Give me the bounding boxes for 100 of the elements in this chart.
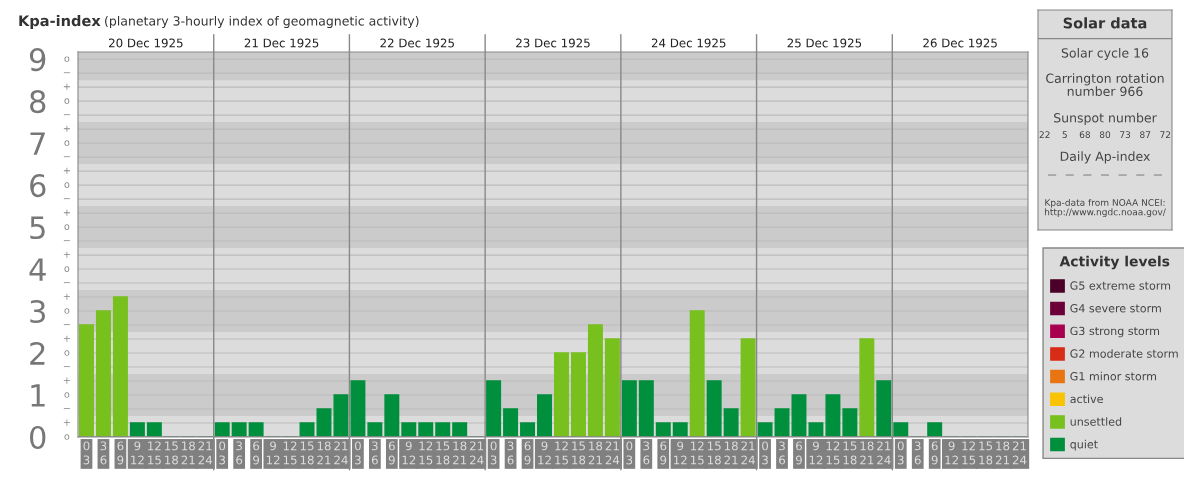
x-tick-label: 6 9	[117, 441, 124, 465]
text: — — — — — — —	[1048, 174, 1162, 176]
text: +	[63, 83, 70, 90]
x-tick-label: 18 21	[995, 441, 1010, 465]
x-tick-label: 18 21	[860, 441, 874, 465]
text: −	[63, 198, 70, 200]
legend-label: quiet	[1070, 439, 1098, 451]
y-tick-label: 9	[29, 48, 46, 72]
x-tick-label: 9 12	[402, 441, 416, 465]
legend-label: G2 moderate storm	[1070, 349, 1178, 358]
text: o	[64, 308, 70, 314]
legend-label: unsettled	[1070, 417, 1122, 426]
text: o	[64, 434, 70, 440]
y-tick-label: 8	[30, 90, 46, 114]
x-tick-label: 0 3	[762, 441, 769, 465]
x-tick-label: 21 24	[1012, 441, 1027, 465]
x-tick-label: 15 18	[572, 441, 586, 465]
x-tick-label: 6 9	[388, 441, 395, 465]
x-tick-label: 6 9	[931, 441, 938, 465]
x-tick-label: 9 12	[131, 441, 144, 465]
text: o	[64, 392, 70, 398]
x-tick-label: 15 18	[707, 441, 721, 465]
x-tick-label: 3 6	[371, 441, 378, 465]
text: Kpa-data from NOAA NCEI: http://www.ngdc.noaa.gov/	[1044, 198, 1166, 218]
x-tick-label: 18 21	[453, 441, 467, 465]
chart-title: Kpa-index	[19, 14, 101, 30]
x-tick-label: 0 3	[626, 441, 633, 465]
x-tick-label: 12 15	[283, 441, 297, 465]
y-tick-label: 1	[31, 384, 45, 407]
x-tick-label: 21 24	[877, 441, 891, 465]
x-tick-label: 21 24	[198, 441, 213, 465]
x-tick-label: 21 24	[334, 441, 348, 465]
legend-label: G5 extreme storm	[1070, 281, 1171, 290]
x-tick-label: 3 6	[100, 441, 107, 465]
text: −	[63, 282, 70, 284]
legend-label: G3 strong storm	[1070, 326, 1160, 338]
x-tick-label: 15 18	[436, 441, 450, 465]
y-tick-label: 4	[29, 258, 46, 281]
x-tick-label: 9 12	[809, 441, 823, 465]
text: −	[63, 156, 70, 158]
text: Solar data	[1063, 17, 1147, 29]
y-tick-label: 6	[30, 174, 46, 198]
text: 24 Dec 1925	[651, 38, 726, 48]
x-tick-label: 6 9	[795, 441, 802, 465]
x-tick-label: 0 3	[219, 441, 226, 465]
x-tick-label: 0 3	[490, 441, 497, 465]
text: o	[64, 140, 70, 146]
text: +	[63, 293, 70, 300]
x-tick-label: 6 9	[253, 441, 260, 465]
text: +	[63, 251, 70, 258]
x-tick-label: 15 18	[979, 441, 993, 465]
text: +	[63, 335, 70, 342]
legend-title: Activity levels	[1059, 255, 1170, 270]
x-tick-label: 3 6	[779, 441, 786, 465]
text: +	[63, 209, 70, 216]
x-tick-label: 21 24	[470, 441, 484, 465]
text: o	[64, 98, 70, 104]
text: −	[63, 240, 70, 242]
y-tick-label: 2	[30, 341, 45, 365]
x-tick-label: 6 9	[660, 441, 667, 465]
x-tick-label: 12 15	[690, 441, 704, 465]
x-tick-label: 0 3	[897, 441, 904, 465]
x-tick-label: 12 15	[826, 441, 840, 465]
text: o	[64, 56, 70, 62]
x-tick-label: 21 24	[741, 441, 755, 465]
x-tick-label: 3 6	[914, 441, 921, 465]
x-tick-label: 12 15	[555, 441, 568, 465]
y-tick-label: 3	[30, 299, 45, 324]
x-tick-label: 12 15	[962, 441, 976, 465]
x-tick-label: 18 21	[181, 441, 195, 465]
x-tick-label: 6 9	[524, 441, 531, 465]
text: o	[64, 224, 70, 230]
chart-subtitle: (planetary 3-hourly index of geomagnetic activity)	[105, 15, 419, 29]
x-tick-label: 3 6	[643, 441, 650, 465]
text: 22 Dec 1925	[380, 38, 454, 48]
text: +	[63, 125, 70, 132]
x-tick-label: 15 18	[300, 441, 314, 465]
text: −	[63, 366, 70, 368]
y-tick-label: 0	[30, 425, 46, 450]
x-tick-label: 15 18	[843, 441, 857, 465]
x-tick-label: 9 12	[266, 441, 280, 465]
x-tick-label: 3 6	[236, 441, 243, 465]
text: Solar cycle 16	[1061, 47, 1149, 61]
text: 22 5 68 80 73 87 72	[1039, 131, 1171, 139]
text: +	[63, 419, 70, 426]
legend-label: G1 minor storm	[1070, 371, 1156, 381]
x-tick-label: 3 6	[507, 441, 514, 465]
y-tick-label: 5	[30, 216, 45, 240]
x-tick-label: 9 12	[674, 441, 687, 465]
x-tick-label: 18 21	[588, 441, 603, 465]
text: Daily Ap-index	[1060, 151, 1150, 164]
text: −	[63, 324, 70, 326]
x-tick-label: 12 15	[148, 441, 161, 465]
legend-label: G4 severe storm	[1070, 304, 1161, 313]
text: −	[63, 114, 70, 116]
legend-label: active	[1070, 394, 1103, 404]
text: 25 Dec 1925	[787, 38, 862, 48]
text: o	[64, 182, 70, 188]
text: Sunspot number	[1054, 112, 1157, 125]
text: 26 Dec 1925	[923, 38, 997, 48]
